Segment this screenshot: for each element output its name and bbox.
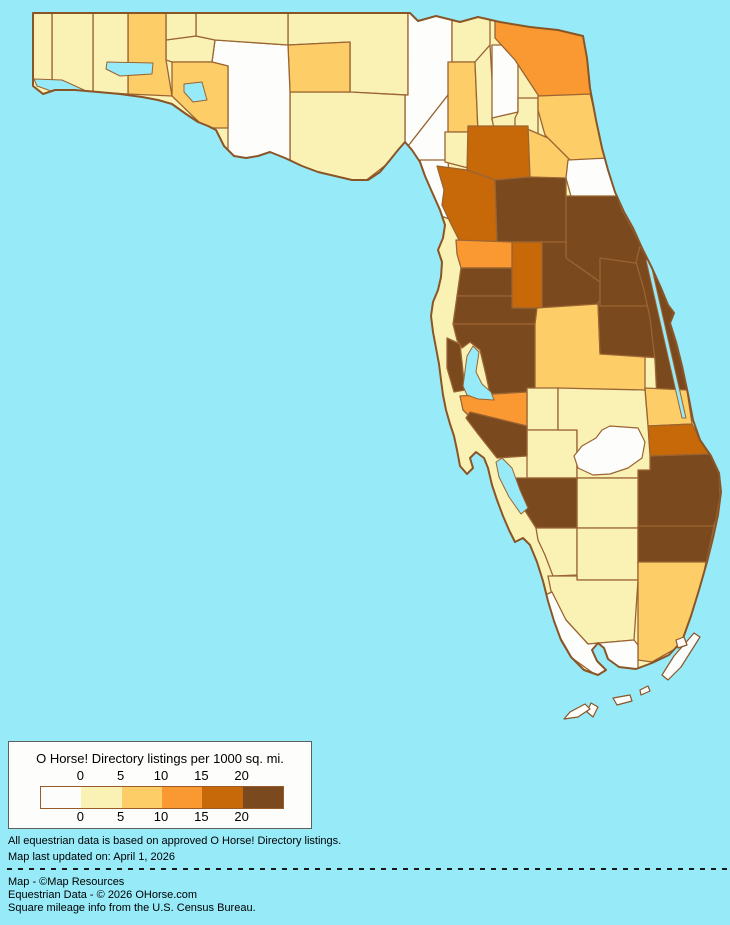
legend-title: O Horse! Directory listings per 1000 sq.…	[36, 751, 284, 766]
footnote-last-updated: Map last updated on: April 1, 2026	[8, 851, 175, 863]
st-andrew-bay	[183, 81, 208, 103]
lower-key	[563, 703, 591, 720]
legend-color-bar	[40, 786, 284, 809]
county-flagler	[565, 157, 618, 201]
tampa-bay	[462, 345, 495, 401]
county-liberty	[287, 41, 351, 93]
legend-ticks-top: 0 5 10 15 20	[9, 768, 311, 783]
county-sarasota	[465, 411, 528, 459]
legend-tick-top-0: 0	[76, 768, 84, 783]
legend-tick-bottom-15: 15	[194, 809, 209, 824]
credit-map-resources: Map - ©Map Resources	[8, 876, 125, 888]
legend-swatch-4	[202, 787, 243, 808]
middle-key-1	[612, 694, 633, 706]
county-suwannee	[447, 61, 479, 133]
legend-tick-bottom-0: 0	[76, 809, 84, 824]
credit-equestrian-data: Equestrian Data - © 2026 OHorse.com	[8, 889, 198, 901]
legend-tick-bottom-5: 5	[117, 809, 125, 824]
county-franklin	[289, 91, 406, 186]
legend-tick-bottom-20: 20	[234, 809, 249, 824]
county-desoto	[526, 429, 578, 479]
county-marion	[494, 176, 567, 243]
county-indian-river	[644, 387, 693, 427]
legend-tick-top-10: 10	[153, 768, 169, 783]
county-pinellas	[446, 337, 466, 393]
county-miami-dade	[637, 561, 707, 663]
legend-ticks-bottom: 0 5 10 15 20	[9, 809, 311, 824]
footnote-data-source: All equestrian data is based on approved…	[8, 835, 342, 847]
legend-swatch-2	[121, 787, 162, 808]
legend-swatch-0	[41, 787, 82, 808]
county-sumter	[511, 241, 543, 309]
credit-census-bureau: Square mileage info from the U.S. Census…	[8, 902, 256, 914]
county-hernando	[456, 267, 513, 297]
county-broward	[637, 525, 715, 565]
county-walton	[127, 13, 173, 97]
legend-tick-top-20: 20	[234, 768, 249, 783]
county-hendry	[576, 527, 639, 581]
choctawhatchee-bay	[105, 61, 154, 77]
legend-tick-top-5: 5	[117, 768, 125, 783]
charlotte-harbor	[495, 457, 529, 515]
legend-tick-bottom-10: 10	[153, 809, 169, 824]
legend-swatch-3	[161, 787, 203, 808]
legend-tick-top-15: 15	[194, 768, 209, 783]
legend-swatch-1	[81, 787, 122, 808]
florida-choropleth-map	[32, 12, 722, 720]
county-holmes	[165, 13, 197, 41]
coastline	[32, 12, 722, 676]
county-alachua	[466, 125, 531, 181]
county-glades	[576, 477, 639, 529]
upper-key	[639, 685, 651, 696]
county-citrus	[455, 239, 513, 269]
legend-swatch-5	[242, 787, 283, 808]
key-island-dot	[675, 636, 688, 649]
lake-okeechobee	[573, 425, 646, 476]
county-washington	[165, 35, 216, 63]
legend: O Horse! Directory listings per 1000 sq.…	[8, 741, 312, 829]
county-hardee	[526, 387, 559, 431]
county-okaloosa	[92, 13, 129, 95]
dashed-divider	[7, 868, 730, 870]
county-layer	[33, 13, 721, 675]
